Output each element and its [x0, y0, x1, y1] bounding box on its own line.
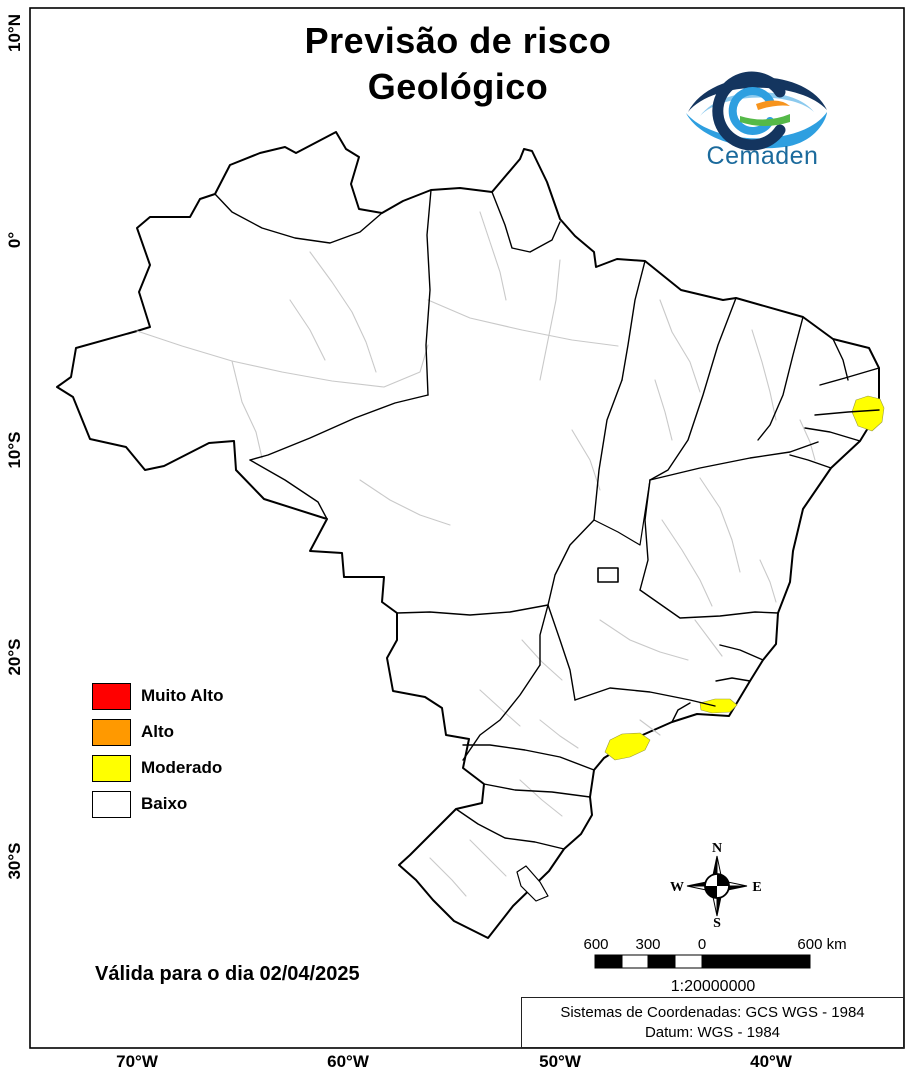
lon-label-40w: 40°W	[750, 1052, 792, 1071]
legend-label-alto: Alto	[141, 722, 175, 741]
legend-swatch-muito-alto	[92, 682, 131, 710]
compass-south-label: S	[713, 916, 721, 931]
legend-item-moderado: Moderado	[92, 754, 222, 782]
legend-swatch-baixo	[92, 790, 131, 818]
cemaden-logo-text: Cemaden	[706, 142, 819, 170]
state-borders	[214, 189, 880, 850]
coordinate-system-line2: Datum: WGS - 1984	[644, 1023, 781, 1041]
page-title: Previsão de risco Geológico	[0, 18, 916, 110]
legend-item-muito-alto: Muito Alto	[92, 682, 223, 710]
compass-west-label: W	[670, 880, 684, 895]
compass-north-label: N	[711, 841, 723, 856]
compass-rose	[686, 855, 748, 917]
lat-label-20s: 20°S	[5, 638, 24, 676]
scalebar-tick-300: 300	[635, 936, 661, 953]
lat-label-10s: 10°S	[5, 431, 24, 469]
scalebar-tick-600-km: 600 km	[797, 936, 847, 953]
scalebar-tick-0: 0	[697, 936, 707, 953]
moderate-risk-areas	[604, 395, 885, 761]
lon-label-70w: 70°W	[116, 1052, 158, 1071]
legend-label-baixo: Baixo	[141, 794, 188, 813]
scalebar-tick-600-left: 600	[583, 936, 609, 953]
lat-label-10n: 10°N	[5, 14, 24, 52]
cemaden-logo-icon	[686, 71, 827, 151]
lon-label-60w: 60°W	[327, 1052, 369, 1071]
scale-bar	[594, 954, 811, 969]
validity-text: Válida para o dia 02/04/2025	[95, 963, 360, 985]
coordinate-system-box: Sistemas de Coordenadas: GCS WGS - 1984 …	[521, 997, 904, 1048]
page-title-line2: Geológico	[367, 66, 549, 107]
lagoon	[516, 865, 549, 902]
compass-east-label: E	[752, 880, 762, 895]
legend-swatch-alto	[92, 718, 131, 746]
coordinate-system-line1: Sistemas de Coordenadas: GCS WGS - 1984	[560, 1003, 865, 1021]
map-frame	[29, 7, 905, 1049]
legend-item-alto: Alto	[92, 718, 174, 746]
moderate-risk-area-rio	[699, 698, 738, 714]
subregion-borders	[136, 211, 816, 897]
lat-label-30s: 30°S	[5, 842, 24, 880]
lat-label-0: 0°	[5, 231, 24, 249]
moderate-risk-area-sao-paulo-coast	[604, 732, 651, 761]
scalebar-ratio: 1:20000000	[670, 978, 756, 995]
legend-label-moderado: Moderado	[141, 758, 223, 777]
legend-swatch-moderado	[92, 754, 131, 782]
page-title-line1: Previsão de risco	[304, 20, 612, 61]
legend-item-baixo: Baixo	[92, 790, 187, 818]
distrito-federal-box	[597, 567, 619, 583]
legend-label-muito-alto: Muito Alto	[141, 686, 224, 705]
moderate-risk-area-northeast	[851, 395, 885, 432]
lon-label-50w: 50°W	[539, 1052, 581, 1071]
